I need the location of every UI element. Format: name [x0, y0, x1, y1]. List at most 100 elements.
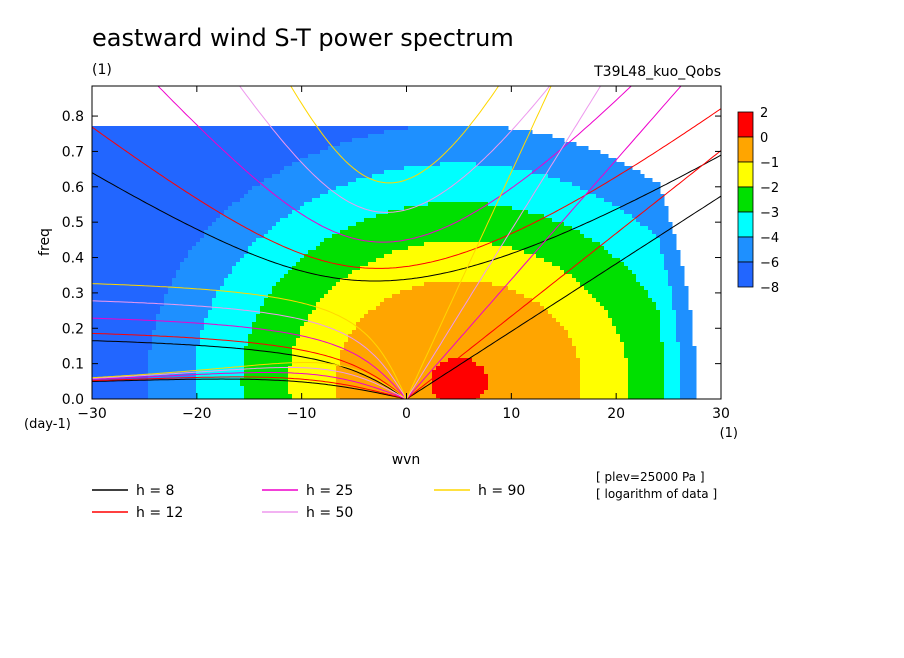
heat-cell	[248, 250, 309, 255]
heat-cell	[656, 234, 677, 239]
heat-cell	[92, 390, 149, 395]
heat-cell	[92, 350, 149, 355]
heat-cell	[432, 370, 485, 375]
heat-cell	[344, 346, 577, 351]
heat-cell	[620, 334, 661, 339]
heat-cell	[228, 206, 301, 211]
heat-cell	[580, 378, 629, 383]
heat-cell	[660, 242, 677, 247]
heat-cell	[616, 330, 661, 335]
heat-cell	[664, 366, 681, 371]
x-tick-label: −10	[287, 406, 317, 422]
heat-cell	[580, 366, 629, 371]
heat-cell	[408, 126, 509, 131]
heat-cell	[576, 278, 637, 283]
heat-cell	[92, 126, 409, 131]
heat-cell	[92, 342, 153, 347]
heat-cell	[384, 130, 533, 135]
heat-cell	[432, 374, 489, 379]
heat-cell	[92, 386, 149, 391]
heat-cell	[92, 190, 249, 195]
heat-cell	[292, 350, 341, 355]
heat-cell	[232, 266, 293, 271]
heat-cell	[244, 346, 293, 351]
heat-cell	[92, 346, 153, 351]
heat-cell	[148, 382, 197, 387]
heat-cell	[92, 242, 197, 247]
y-tick-label: 0.4	[62, 251, 84, 267]
y-tick-label: 0.1	[62, 357, 84, 373]
heat-cell	[148, 390, 197, 395]
heat-cell	[664, 386, 681, 391]
heat-cell	[92, 366, 149, 371]
heat-cell	[512, 206, 621, 211]
heat-cell	[92, 314, 157, 319]
heat-cell	[308, 318, 361, 323]
heat-cell	[348, 226, 573, 231]
heat-cell	[476, 362, 581, 367]
heat-cell	[288, 390, 337, 395]
heat-cell	[564, 326, 617, 331]
heat-cell	[92, 318, 157, 323]
heat-cell	[632, 214, 669, 219]
heat-cell	[292, 354, 341, 359]
heat-cell	[680, 382, 697, 387]
heat-cell	[552, 314, 609, 319]
heat-cell	[148, 386, 197, 391]
heat-cell	[196, 370, 245, 375]
curve-ig-h8	[92, 154, 721, 282]
heat-cell	[384, 298, 533, 303]
x-tick-label: −30	[77, 406, 107, 422]
heat-cell	[248, 338, 297, 343]
heat-cell	[472, 358, 581, 363]
heat-cell	[316, 246, 409, 251]
heat-cell	[340, 362, 441, 367]
heat-cell	[200, 334, 249, 339]
heat-cell	[160, 310, 209, 315]
heat-cell	[92, 274, 177, 279]
heat-cell	[356, 222, 565, 227]
heat-cell	[580, 358, 629, 363]
heat-cell	[628, 378, 665, 383]
heat-cell	[680, 358, 697, 363]
heat-cell	[256, 238, 325, 243]
curve-kelvin-h12	[406, 150, 721, 399]
heat-cell	[660, 330, 677, 335]
heat-cell	[200, 342, 249, 347]
heat-cell	[92, 210, 225, 215]
heat-cell	[440, 162, 477, 167]
heat-cell	[92, 378, 149, 383]
heat-cell	[264, 302, 317, 307]
heat-cell	[356, 178, 561, 183]
curve-ig-h25	[157, 86, 632, 243]
heat-cell	[244, 386, 289, 391]
heat-cell	[664, 350, 681, 355]
heat-cell	[680, 350, 697, 355]
heat-cell	[560, 266, 629, 271]
heat-cell	[660, 322, 677, 327]
heat-cell	[604, 246, 661, 251]
heat-cell	[384, 170, 533, 175]
colorbar-swatch	[737, 186, 754, 213]
heat-cell	[148, 394, 197, 399]
heat-cell	[208, 314, 257, 319]
heat-cell	[228, 274, 285, 279]
heat-cell	[180, 262, 237, 267]
heat-cell	[488, 374, 581, 379]
heat-cell	[492, 242, 601, 247]
heat-cell	[620, 338, 661, 343]
heat-cell	[92, 326, 157, 331]
heat-cell	[512, 166, 633, 171]
heat-cell	[92, 294, 165, 299]
heat-cell	[492, 282, 581, 287]
heat-cell	[564, 270, 633, 275]
heat-cell	[276, 222, 357, 227]
heat-cell	[612, 322, 661, 327]
heat-cell	[660, 310, 677, 315]
heat-cell	[328, 146, 589, 151]
heat-cell	[664, 254, 681, 259]
heat-cell	[424, 242, 493, 247]
heat-cell	[548, 310, 609, 315]
heat-cell	[200, 330, 253, 335]
heat-cell	[212, 298, 265, 303]
